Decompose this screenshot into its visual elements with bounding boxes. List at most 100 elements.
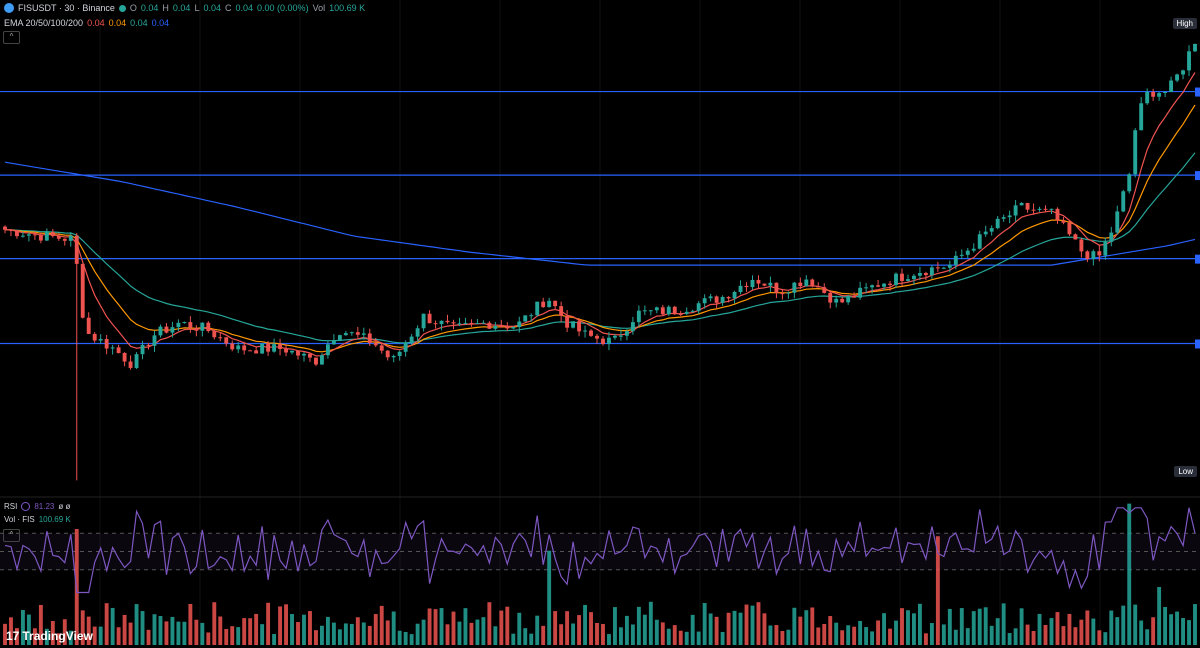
volume-bar	[714, 616, 719, 645]
candle-body	[1103, 241, 1108, 256]
ema200-value: 0.04	[151, 18, 170, 28]
volume-bar	[194, 619, 199, 645]
volume-bar	[804, 610, 809, 645]
candle-body	[977, 234, 982, 249]
volume-bar	[995, 618, 1000, 645]
candle-body	[296, 350, 300, 356]
ema20-value: 0.04	[87, 18, 105, 28]
tradingview-logo[interactable]: 17 TradingView	[6, 629, 93, 643]
candle-body	[601, 338, 605, 345]
volume-bar	[391, 611, 396, 645]
volume-value: 100.69 K	[329, 3, 366, 13]
volume-bar	[206, 632, 211, 645]
candle-body	[989, 228, 994, 232]
candle-body	[571, 321, 576, 328]
candle-body	[517, 321, 522, 328]
volume-bar	[965, 628, 970, 645]
candle-body	[577, 321, 582, 332]
candle-body	[672, 306, 677, 314]
candle-body	[1073, 234, 1078, 240]
candle-body	[786, 292, 791, 294]
candle-body	[965, 250, 970, 255]
volume-bar	[882, 613, 886, 645]
volume-bar	[535, 615, 540, 645]
volume-bar	[421, 619, 426, 645]
volume-bar	[1187, 620, 1191, 645]
candle-body	[164, 326, 169, 333]
volume-bar	[547, 550, 552, 645]
volume-bar	[68, 630, 73, 645]
volume-bar	[929, 623, 934, 645]
volume-bar	[726, 612, 731, 645]
candle-body	[834, 298, 839, 303]
candle-body	[1145, 91, 1150, 104]
candle-body	[535, 301, 540, 316]
candle-body	[457, 323, 462, 325]
volume-bar	[1007, 633, 1012, 645]
volume-bar	[828, 616, 833, 645]
collapse-indicators-button[interactable]: ^	[3, 529, 20, 542]
rsi-legend[interactable]: RSI 81.23 ø ø	[4, 502, 70, 511]
open-label: O	[129, 3, 137, 13]
volume-bar	[38, 604, 43, 645]
candle-body	[828, 292, 833, 303]
candle-body	[308, 353, 312, 358]
candle-body	[1109, 232, 1114, 242]
candle-body	[810, 279, 815, 287]
volume-bar	[272, 634, 277, 645]
candle-body	[26, 234, 31, 236]
candle-body	[391, 355, 396, 358]
candle-body	[1097, 251, 1102, 256]
volume-bar	[284, 604, 288, 645]
ema-row[interactable]: EMA 20/50/100/200 0.04 0.04 0.04 0.04	[4, 18, 169, 28]
low-label: L	[194, 3, 200, 13]
volume-bar	[409, 634, 414, 645]
volume-bar	[1127, 503, 1132, 645]
volume-bar	[792, 607, 797, 645]
candle-body	[660, 307, 665, 315]
candle-body	[1133, 130, 1138, 175]
volume-bar	[684, 631, 689, 645]
volume-bar	[1001, 603, 1006, 645]
candle-body	[254, 350, 259, 354]
candle-body	[427, 313, 432, 324]
volume-bar	[613, 607, 617, 645]
volume-bar	[1019, 608, 1024, 645]
candle-body	[415, 328, 420, 337]
level-marker	[1195, 171, 1200, 181]
volume-bar	[750, 605, 755, 645]
candle-body	[529, 315, 534, 317]
candle-body	[511, 327, 516, 329]
volume-bar	[3, 623, 7, 645]
volume-bar	[583, 604, 587, 645]
volume-bar	[230, 626, 235, 645]
volume-bar	[1085, 610, 1090, 645]
candle-body	[565, 315, 570, 328]
volume-bar	[373, 614, 378, 645]
symbol-title[interactable]: FISUSDT · 30 · Binance	[18, 3, 115, 13]
collapse-legend-button[interactable]: ^	[3, 31, 20, 44]
candle-body	[152, 335, 157, 346]
rsi-settings-icon[interactable]	[21, 502, 31, 511]
volume-bar	[780, 630, 785, 645]
volume-bar	[302, 614, 306, 645]
volume-bar	[511, 633, 516, 645]
volume-bar	[971, 611, 976, 645]
candle-body	[104, 339, 109, 349]
candle-body	[1043, 208, 1048, 210]
candle-body	[493, 325, 498, 329]
candle-body	[337, 335, 342, 341]
candle-body	[1181, 70, 1185, 75]
volume-bar	[26, 614, 31, 645]
candle-body	[74, 235, 79, 264]
volume-bar	[870, 631, 875, 645]
volume-legend[interactable]: Vol · FIS 100.69 K	[4, 515, 71, 524]
ema50-value: 0.04	[108, 18, 127, 28]
volume-bar	[834, 622, 839, 645]
candle-body	[618, 335, 623, 337]
candle-body	[451, 322, 456, 324]
candle-body	[1157, 93, 1162, 97]
volume-bar	[505, 606, 510, 645]
candle-body	[923, 273, 928, 276]
